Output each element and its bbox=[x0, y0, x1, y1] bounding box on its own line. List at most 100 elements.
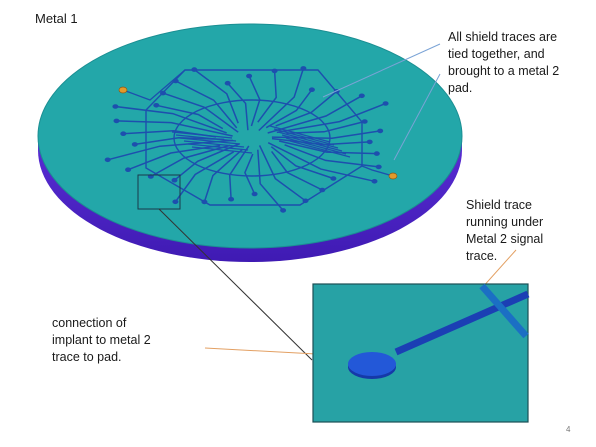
center-bundle-trace bbox=[183, 140, 245, 148]
trace-pad bbox=[271, 68, 278, 74]
radial-trace bbox=[278, 140, 377, 155]
trace-pad bbox=[377, 128, 384, 134]
inset-pad bbox=[348, 352, 396, 376]
annotation-line: trace. bbox=[466, 249, 498, 263]
pad-link-right bbox=[361, 165, 394, 177]
radial-trace bbox=[258, 68, 305, 132]
slide-title: Metal 1 bbox=[35, 11, 78, 26]
shield-ring-outer bbox=[145, 69, 363, 206]
trace-pad bbox=[160, 90, 166, 96]
shield-trace-pattern bbox=[107, 68, 394, 211]
leader-shield-1 bbox=[322, 43, 441, 98]
annotation-shield-trace-under: Shield trace running under Metal 2 signa… bbox=[466, 197, 543, 265]
center-bundle-trace bbox=[175, 134, 237, 142]
trace-pad bbox=[224, 80, 231, 86]
radial-trace bbox=[265, 89, 313, 129]
inset-signal-trace bbox=[479, 283, 529, 339]
annotation-line: All shield traces are bbox=[448, 30, 558, 44]
annotation-line: implant to metal 2 bbox=[52, 333, 151, 347]
center-bundle-trace bbox=[277, 131, 339, 149]
radial-trace bbox=[267, 95, 363, 134]
radial-trace bbox=[248, 75, 261, 127]
trace-pad bbox=[382, 101, 389, 106]
zoom-connector-line bbox=[158, 208, 313, 361]
radial-trace bbox=[203, 148, 243, 203]
radial-trace bbox=[257, 149, 284, 211]
trace-pad bbox=[302, 198, 309, 204]
radial-trace bbox=[175, 80, 238, 129]
inset-shield-trace bbox=[394, 290, 530, 356]
center-bundle-trace bbox=[191, 146, 253, 154]
annotation-shield-traces: All shield traces are tied together, and… bbox=[448, 29, 559, 97]
radial-trace bbox=[156, 104, 224, 130]
annotation-line: pad. bbox=[448, 81, 473, 95]
annotation-line: Shield trace bbox=[466, 198, 533, 212]
radial-trace bbox=[270, 146, 334, 180]
radial-trace bbox=[286, 120, 365, 135]
center-bundle-trace bbox=[269, 125, 331, 143]
center-bundle-trace bbox=[187, 143, 249, 151]
trace-pad bbox=[172, 78, 179, 84]
radial-trace bbox=[275, 90, 338, 127]
trace-pad bbox=[319, 187, 326, 193]
radial-trace bbox=[257, 70, 277, 123]
trace-pad bbox=[171, 177, 178, 183]
wafer-top bbox=[37, 23, 463, 249]
trace-pad bbox=[191, 67, 198, 72]
trace-pad bbox=[371, 179, 378, 184]
trace-pad bbox=[280, 208, 287, 213]
wafer bbox=[37, 23, 463, 262]
page-number: 4 bbox=[566, 425, 571, 434]
annotation-line: Metal 2 signal bbox=[466, 232, 544, 246]
trace-pad bbox=[131, 142, 138, 147]
trace-pad bbox=[330, 176, 337, 181]
radial-trace bbox=[284, 144, 379, 168]
center-bundle-trace bbox=[285, 137, 347, 155]
metal2-pad-right bbox=[388, 172, 398, 180]
radial-trace bbox=[162, 92, 239, 133]
trace-pad bbox=[172, 199, 179, 205]
radial-trace bbox=[244, 153, 256, 195]
trace-pad bbox=[251, 191, 258, 197]
trace-pad bbox=[201, 199, 208, 205]
center-bundle-trace bbox=[281, 134, 343, 152]
center-bundle-trace bbox=[289, 140, 351, 158]
trace-pad bbox=[125, 167, 132, 172]
trace-pad bbox=[366, 139, 373, 145]
center-bundle-trace bbox=[171, 131, 233, 139]
radial-trace bbox=[276, 102, 386, 134]
center-bundle-trace bbox=[179, 137, 241, 145]
radial-trace bbox=[258, 145, 306, 202]
radial-trace bbox=[228, 145, 250, 200]
trace-pad bbox=[373, 151, 380, 156]
inset-zoom-view bbox=[312, 283, 530, 423]
trace-pad bbox=[120, 131, 127, 136]
annotation-line: trace to pad. bbox=[52, 350, 122, 364]
annotation-line: brought to a metal 2 bbox=[448, 64, 560, 78]
trace-pad bbox=[246, 73, 253, 79]
trace-pad bbox=[113, 118, 120, 124]
trace-pad bbox=[300, 66, 307, 71]
metal2-pad-left bbox=[118, 86, 128, 94]
trace-pad bbox=[153, 103, 160, 108]
annotation-connection: connection of implant to metal 2 trace t… bbox=[52, 315, 151, 366]
trace-end-pads bbox=[104, 66, 389, 213]
radial-trace bbox=[227, 82, 249, 131]
annotation-line: running under bbox=[466, 215, 544, 229]
radial-trace bbox=[115, 105, 227, 134]
leader-shield-2 bbox=[393, 73, 441, 161]
radial-trace bbox=[270, 150, 323, 191]
annotation-line: connection of bbox=[52, 316, 127, 330]
center-bundle-trace bbox=[273, 128, 335, 146]
radial-trace bbox=[107, 139, 233, 161]
radial-trace bbox=[174, 151, 235, 203]
trace-pad bbox=[358, 93, 365, 99]
radial-trace bbox=[193, 68, 239, 124]
radial-trace bbox=[116, 120, 233, 137]
trace-pad bbox=[228, 196, 235, 202]
trace-pad bbox=[361, 119, 368, 124]
trace-pad bbox=[308, 87, 315, 92]
radial-trace bbox=[267, 142, 375, 183]
trace-pad bbox=[104, 157, 111, 163]
